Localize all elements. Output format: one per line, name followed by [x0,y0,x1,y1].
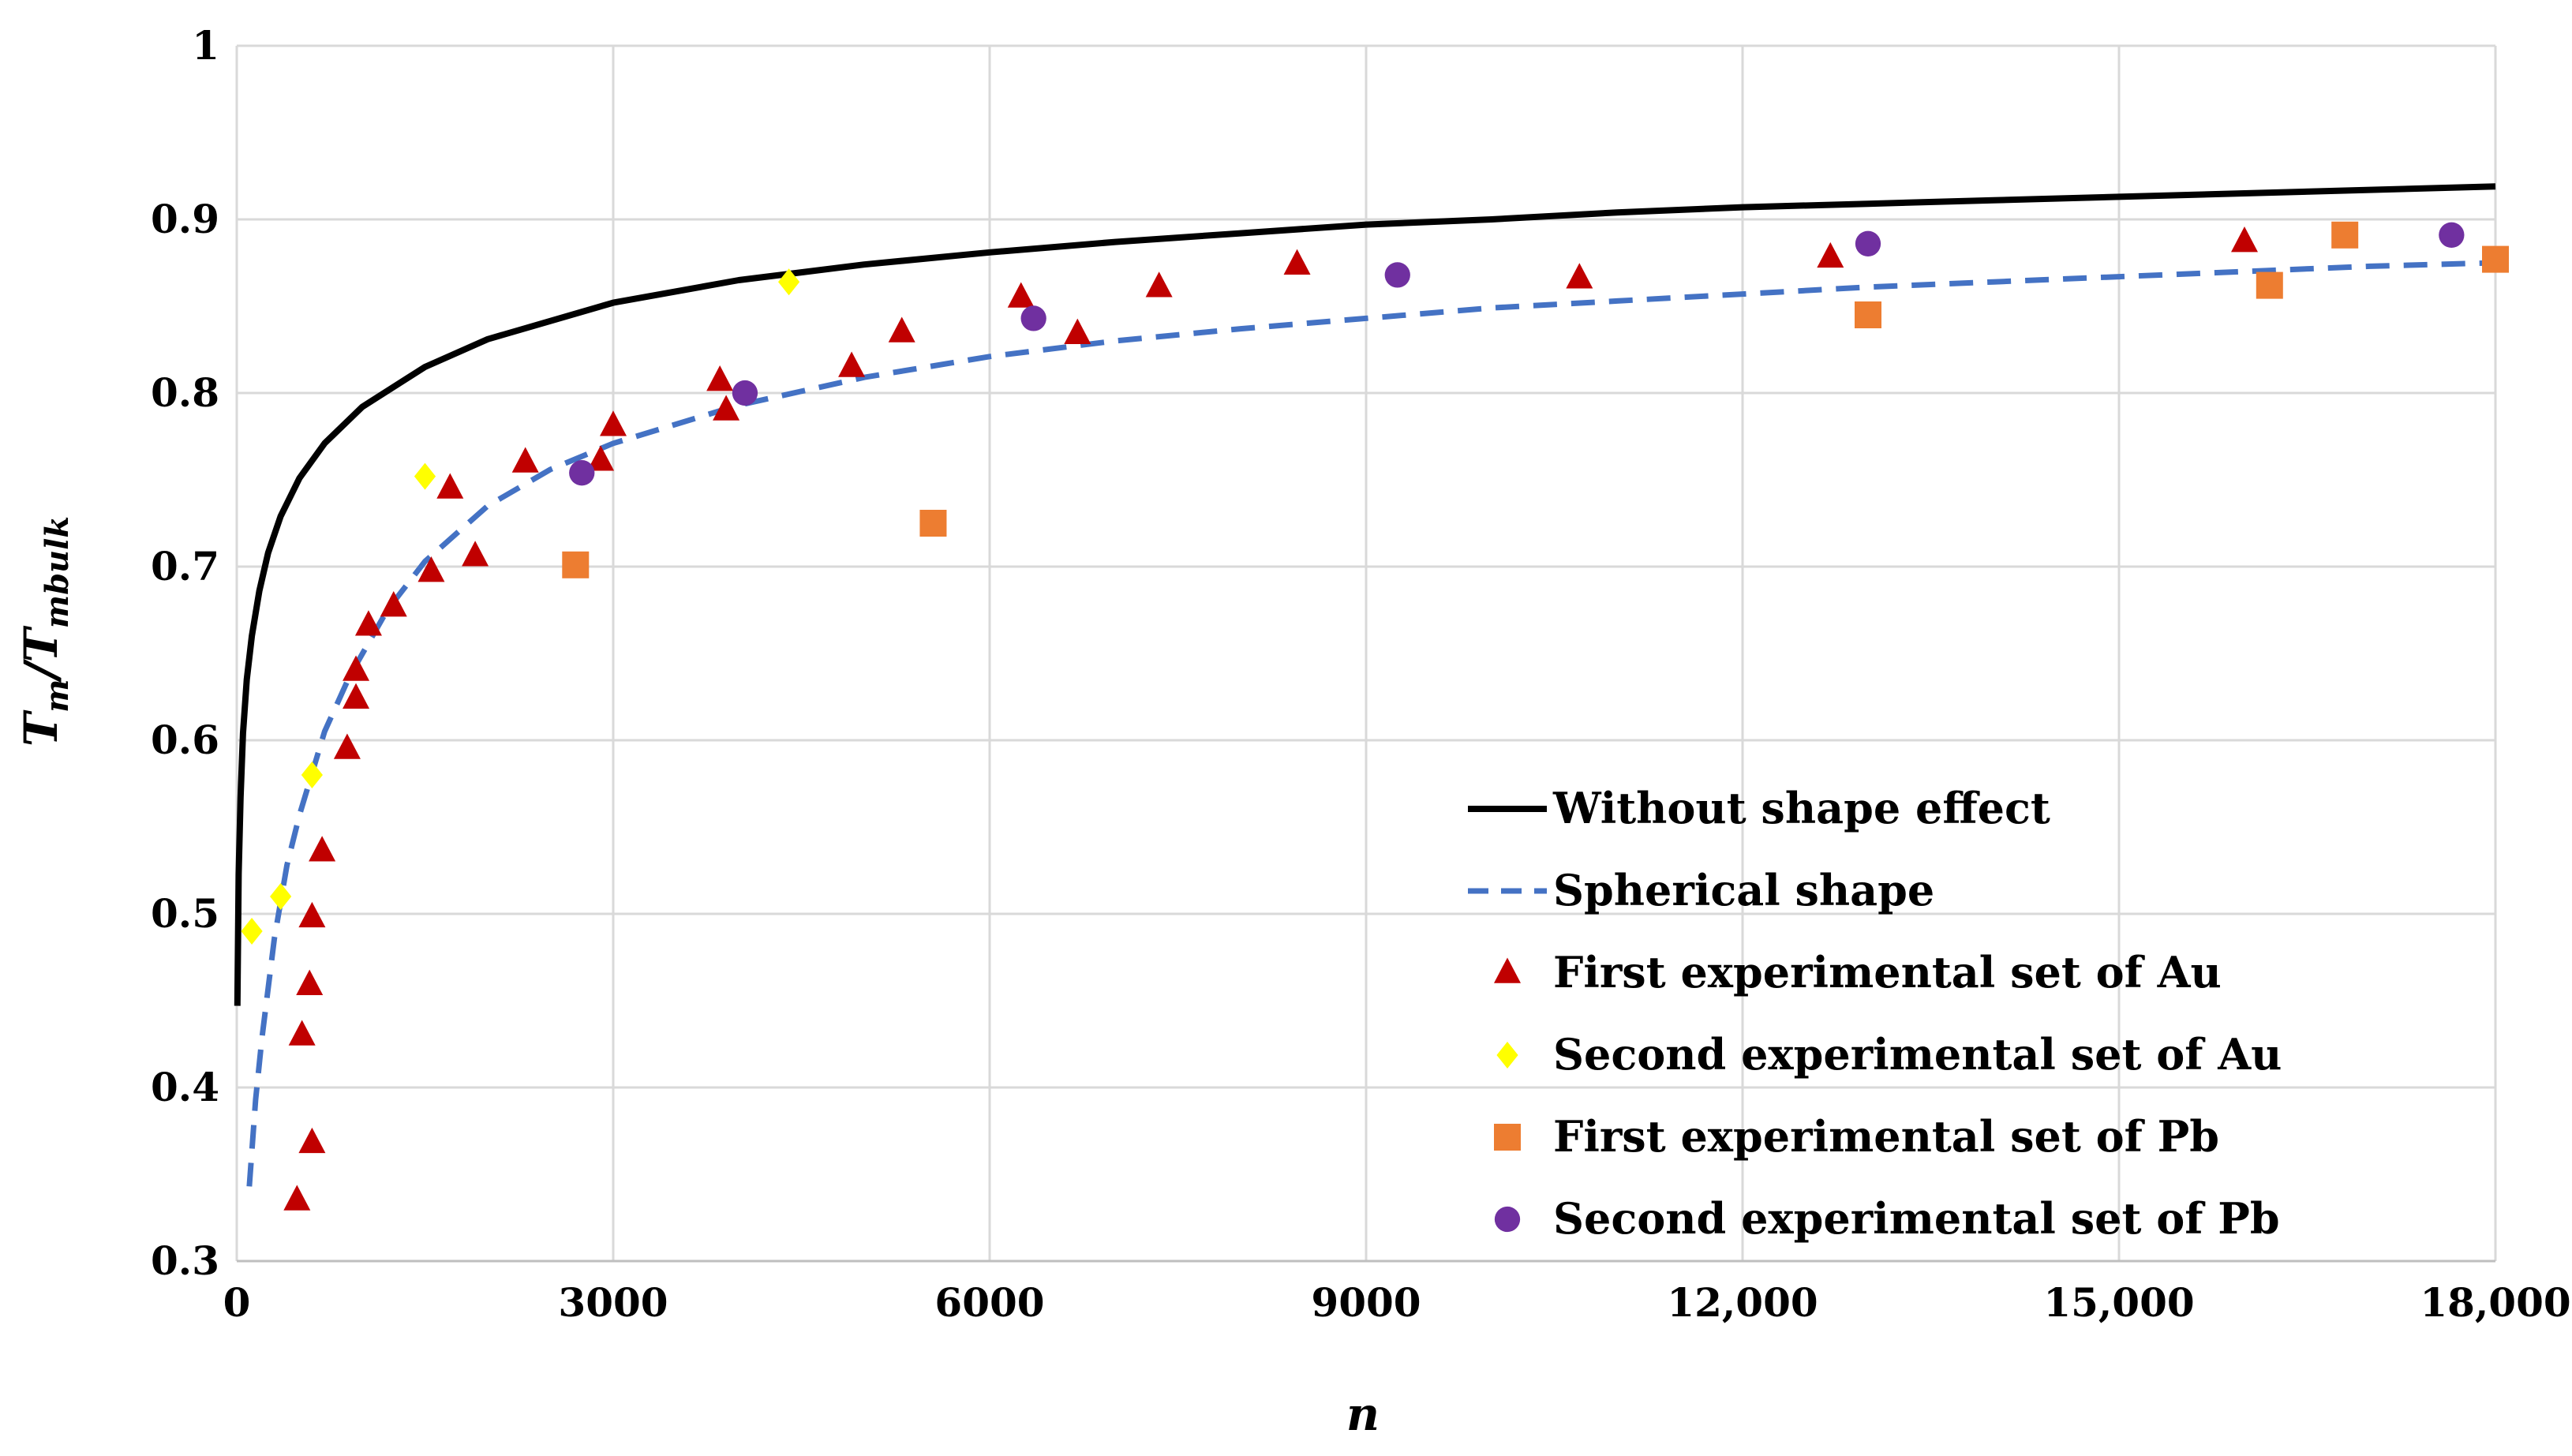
legend-marker-swatch [1494,1206,1521,1233]
legend: Without shape effect Spherical shape First… [1468,783,2282,1244]
y-axis-title-slash: /T [14,625,68,683]
legend-label: First experimental set of Au [1553,947,2222,997]
x-axis-ticks: 0 3000 6000 9000 12,000 15,000 18,000 [223,1279,2571,1326]
x-tick-label: 9000 [1311,1279,1421,1326]
legend-label: Second experimental set of Au [1553,1029,2282,1080]
data-point-triangle [283,1185,311,1211]
y-axis-title: Tm/Tmbulk [14,516,76,747]
data-point-triangle [343,683,370,709]
data-point-triangle [511,447,539,473]
y-tick-label: 1 [192,22,219,69]
y-tick-label: 0.8 [151,369,219,416]
legend-marker-swatch [1494,1124,1521,1151]
data-point-triangle [343,655,370,681]
legend-label: Second experimental set of Pb [1553,1193,2280,1244]
data-point-triangle [436,473,464,499]
y-axis-ticks: 0.3 0.4 0.5 0.6 0.7 0.8 0.9 1 [151,22,219,1284]
legend-marker-swatch [1496,1042,1518,1069]
data-point-square [2331,221,2359,249]
y-tick-label: 0.9 [151,196,219,242]
data-point-square [2482,245,2509,273]
x-tick-label: 6000 [934,1279,1044,1326]
data-point-square [1855,301,1881,328]
data-point-triangle [1007,282,1035,308]
data-point-triangle [417,556,445,582]
data-point-circle [2439,222,2465,248]
data-point-triangle [354,610,382,636]
data-point-triangle [1566,263,1593,289]
data-point-triangle [1817,241,1844,268]
y-tick-label: 0.6 [151,717,219,763]
data-point-diamond [778,268,800,296]
y-tick-label: 0.7 [151,543,219,590]
series-lines [234,183,2496,1187]
data-point-triangle [713,395,740,421]
data-point-diamond [270,883,292,910]
x-tick-label: 0 [223,1279,251,1326]
y-axis-title-main: T [14,709,68,747]
y-axis-title-sub1: m [39,679,76,713]
legend-label: Without shape effect [1552,783,2050,833]
data-point-square [2256,271,2283,299]
data-point-triangle [309,836,336,862]
data-point-square [562,551,590,578]
data-point-triangle [288,1020,316,1046]
gridlines [235,44,2497,1263]
data-point-triangle [1283,249,1311,275]
data-point-triangle [462,541,489,567]
x-tick-label: 18,000 [2420,1279,2570,1326]
data-point-circle [1384,262,1410,288]
x-tick-label: 3000 [558,1279,668,1326]
legend-marker-swatch [1494,957,1521,983]
series-markers [241,221,2509,1211]
legend-label: Spherical shape [1553,865,1934,915]
y-tick-label: 0.5 [151,890,219,937]
x-tick-label: 15,000 [2043,1279,2194,1326]
data-point-diamond [241,918,263,945]
data-point-triangle [706,365,734,391]
data-point-circle [1020,305,1046,331]
data-point-circle [569,460,595,486]
y-tick-label: 0.4 [151,1064,219,1110]
x-axis-title: n [1346,1387,1380,1441]
legend-label: First experimental set of Pb [1553,1111,2219,1162]
y-tick-label: 0.3 [151,1237,219,1284]
data-point-circle [1855,230,1881,256]
data-point-circle [732,380,758,406]
data-point-triangle [296,969,324,995]
series-line-1 [246,260,2496,1187]
x-tick-label: 12,000 [1667,1279,1818,1326]
data-point-triangle [888,316,915,342]
data-point-triangle [2231,226,2258,253]
data-point-triangle [298,901,326,928]
data-point-diamond [414,462,436,490]
data-point-triangle [1145,271,1173,298]
data-point-triangle [600,410,627,436]
data-point-triangle [298,1127,326,1154]
series-line-0 [234,183,2496,1006]
data-point-diamond [301,762,323,788]
data-point-triangle [838,351,866,377]
data-point-triangle [587,445,615,471]
data-point-square [919,510,947,537]
data-point-triangle [1064,318,1091,344]
data-point-triangle [380,591,407,617]
data-point-triangle [333,733,361,759]
y-axis-title-sub2: mbulk [39,516,76,628]
